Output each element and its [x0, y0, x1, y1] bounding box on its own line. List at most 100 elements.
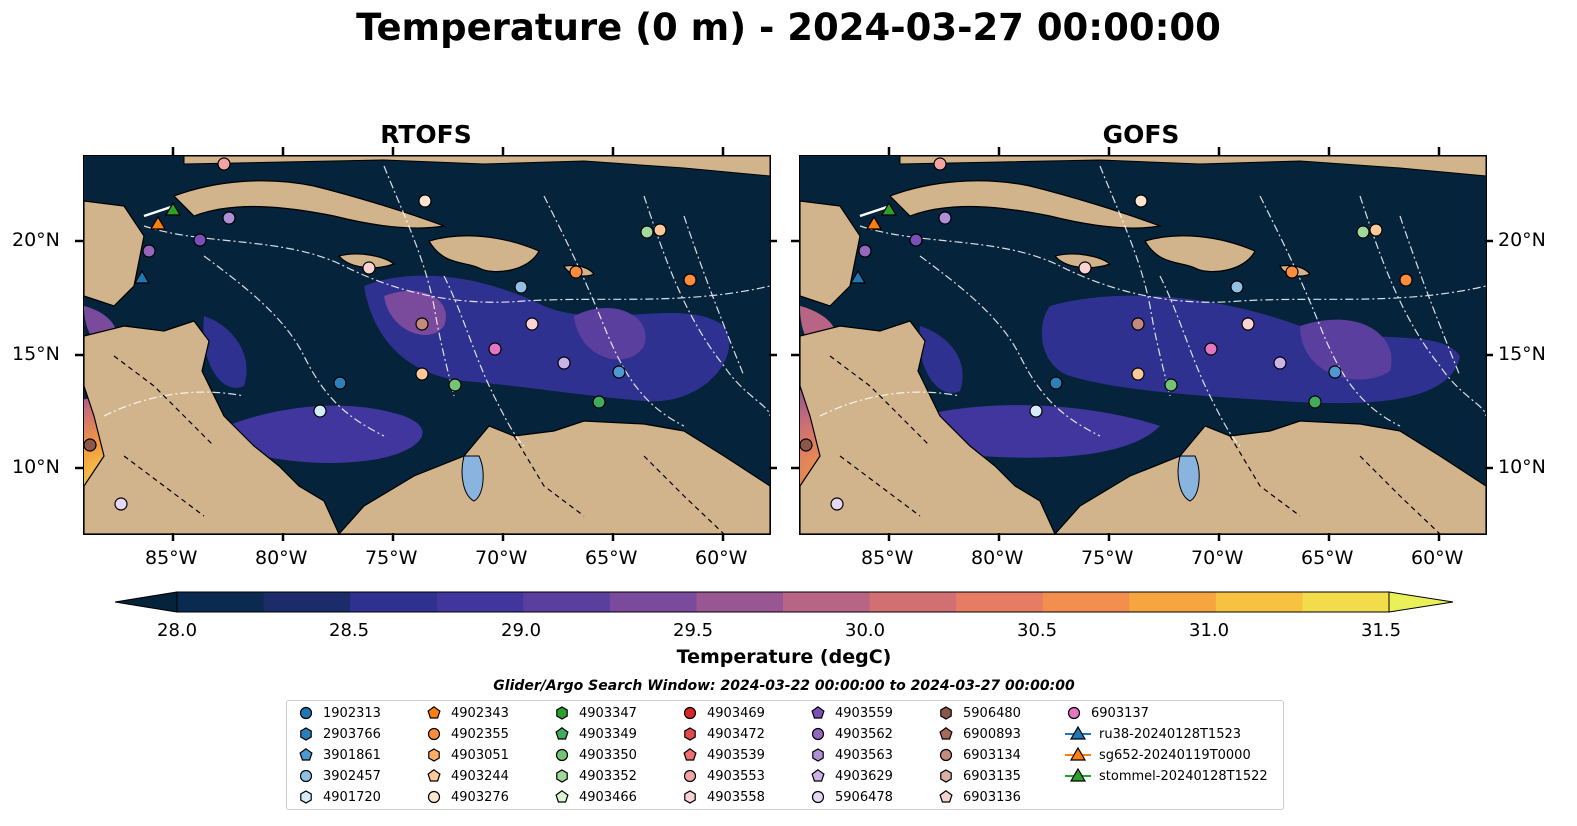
lon-tick-label: 75°W: [1081, 547, 1134, 569]
legend-item: 2903766: [297, 724, 381, 744]
panel-title-gofs: GOFS: [1102, 120, 1180, 149]
circle-marker-icon: [811, 727, 825, 741]
colorbar-swatch: [1129, 592, 1217, 612]
colorbar-swatch: [436, 592, 524, 612]
legend-item-label: 4903349: [579, 726, 637, 742]
colorbar-extend-max: [1388, 591, 1454, 613]
legend-item: 4903466: [553, 787, 637, 807]
pentagon-marker-icon: [811, 769, 825, 782]
map-rtofs-canvas: [84, 156, 770, 534]
legend-item-label: 4903559: [835, 705, 893, 721]
circle-marker-icon: [299, 706, 313, 720]
colorbar-extend-min: [115, 591, 178, 613]
legend-item: stommel-20240128T1522: [1065, 766, 1268, 786]
triangle-line-marker-icon: [1065, 725, 1091, 740]
triangle-line-marker-icon: [1065, 746, 1091, 761]
legend-item: 4902343: [425, 703, 509, 723]
legend-item: 4903352: [553, 766, 637, 786]
legend-item: 6903135: [937, 766, 1021, 786]
panel-title-rtofs: RTOFS: [380, 120, 472, 149]
legend-item: 4903558: [681, 787, 765, 807]
map-rtofs: [83, 155, 771, 535]
legend-item-label: 4903553: [707, 768, 765, 784]
lon-tick-label: 70°W: [1191, 547, 1244, 569]
colorbar-tick-label: 29.0: [501, 620, 542, 641]
cuba: [888, 180, 1163, 229]
circle-marker-icon: [427, 727, 441, 741]
legend-item: 4903629: [809, 766, 893, 786]
colorbar-tick-label: 31.5: [1361, 620, 1402, 641]
map-gofs: [799, 155, 1487, 535]
south-america: [1054, 420, 1486, 534]
circle-marker-icon: [427, 790, 441, 804]
colorbar-swatch: [869, 592, 957, 612]
hexagon-marker-icon: [812, 748, 824, 762]
hexagon-marker-icon: [556, 706, 568, 720]
legend-item-label: 4903244: [451, 768, 509, 784]
legend-item-label: 4903051: [451, 747, 509, 763]
legend-item: 6903137: [1065, 703, 1149, 723]
hexagon-marker-icon: [684, 727, 696, 741]
lat-tick-label: 15°N: [12, 343, 60, 365]
legend-item: 4903244: [425, 766, 509, 786]
figure-title: Temperature (0 m) - 2024-03-27 00:00:00: [356, 6, 1221, 49]
legend-item: ru38-20240128T1523: [1065, 724, 1241, 744]
legend-item: 5906478: [809, 787, 893, 807]
legend: 1902313 2903766 3901861 3902457 4901720 49023…: [286, 700, 1284, 810]
legend-item-label: 6900893: [963, 726, 1021, 742]
colorbar-swatch: [1042, 592, 1130, 612]
legend-item-label: 5906478: [835, 789, 893, 805]
hexagon-marker-icon: [556, 769, 568, 783]
legend-item-label: 6903135: [963, 768, 1021, 784]
legend-item-label: 2903766: [323, 726, 381, 742]
pentagon-marker-icon: [939, 790, 953, 803]
central-america: [84, 320, 340, 534]
hexagon-marker-icon: [684, 790, 696, 804]
lon-tick-label: 75°W: [365, 547, 418, 569]
float-markers: [84, 157, 697, 511]
legend-item-label: 4903472: [707, 726, 765, 742]
jamaica: [1053, 253, 1112, 269]
lon-tick-label: 80°W: [255, 547, 308, 569]
lon-tick-label: 85°W: [861, 547, 914, 569]
colorbar-tick-label: 28.5: [329, 620, 370, 641]
legend-item: 4903539: [681, 745, 765, 765]
legend-item-label: 3901861: [323, 747, 381, 763]
circle-marker-icon: [299, 769, 313, 783]
legend-item: 4903350: [553, 745, 637, 765]
legend-item: 4903349: [553, 724, 637, 744]
colorbar-tick-label: 30.5: [1017, 620, 1058, 641]
hexagon-marker-icon: [300, 727, 312, 741]
colorbar-swatch: [177, 592, 265, 612]
lon-tick-label: 65°W: [1301, 547, 1354, 569]
pentagon-marker-icon: [427, 706, 441, 719]
legend-item-label: 5906480: [963, 705, 1021, 721]
legend-item-label: 4902355: [451, 726, 509, 742]
legend-item: 4903563: [809, 745, 893, 765]
pentagon-marker-icon: [683, 748, 697, 761]
legend-item-label: 4903539: [707, 747, 765, 763]
legend-item: 4903347: [553, 703, 637, 723]
legend-item-label: 4903350: [579, 747, 637, 763]
lon-tick-label: 65°W: [585, 547, 638, 569]
colorbar-tick-label: 31.0: [1189, 620, 1230, 641]
lon-tick-label: 60°W: [695, 547, 748, 569]
glider-track: [143, 204, 175, 218]
lon-tick-label: 85°W: [145, 547, 198, 569]
legend-item: 4902355: [425, 724, 509, 744]
legend-item: 4903276: [425, 787, 509, 807]
axis-ticks: [75, 147, 1493, 541]
colorbar-swatch: [523, 592, 611, 612]
eez-boundaries: [103, 165, 770, 447]
lat-tick-label: 20°N: [1498, 229, 1546, 251]
legend-item: 4903559: [809, 703, 893, 723]
colorbar-tick-label: 30.0: [845, 620, 886, 641]
pentagon-marker-icon: [555, 727, 569, 740]
colorbar-swatch: [263, 592, 351, 612]
float-markers: [800, 157, 1413, 511]
legend-item-label: stommel-20240128T1522: [1099, 768, 1268, 784]
map-gofs-canvas: [800, 156, 1486, 534]
legend-item-label: 4903558: [707, 789, 765, 805]
lake-maracaibo: [461, 455, 484, 502]
colorbar-swatch: [1215, 592, 1303, 612]
